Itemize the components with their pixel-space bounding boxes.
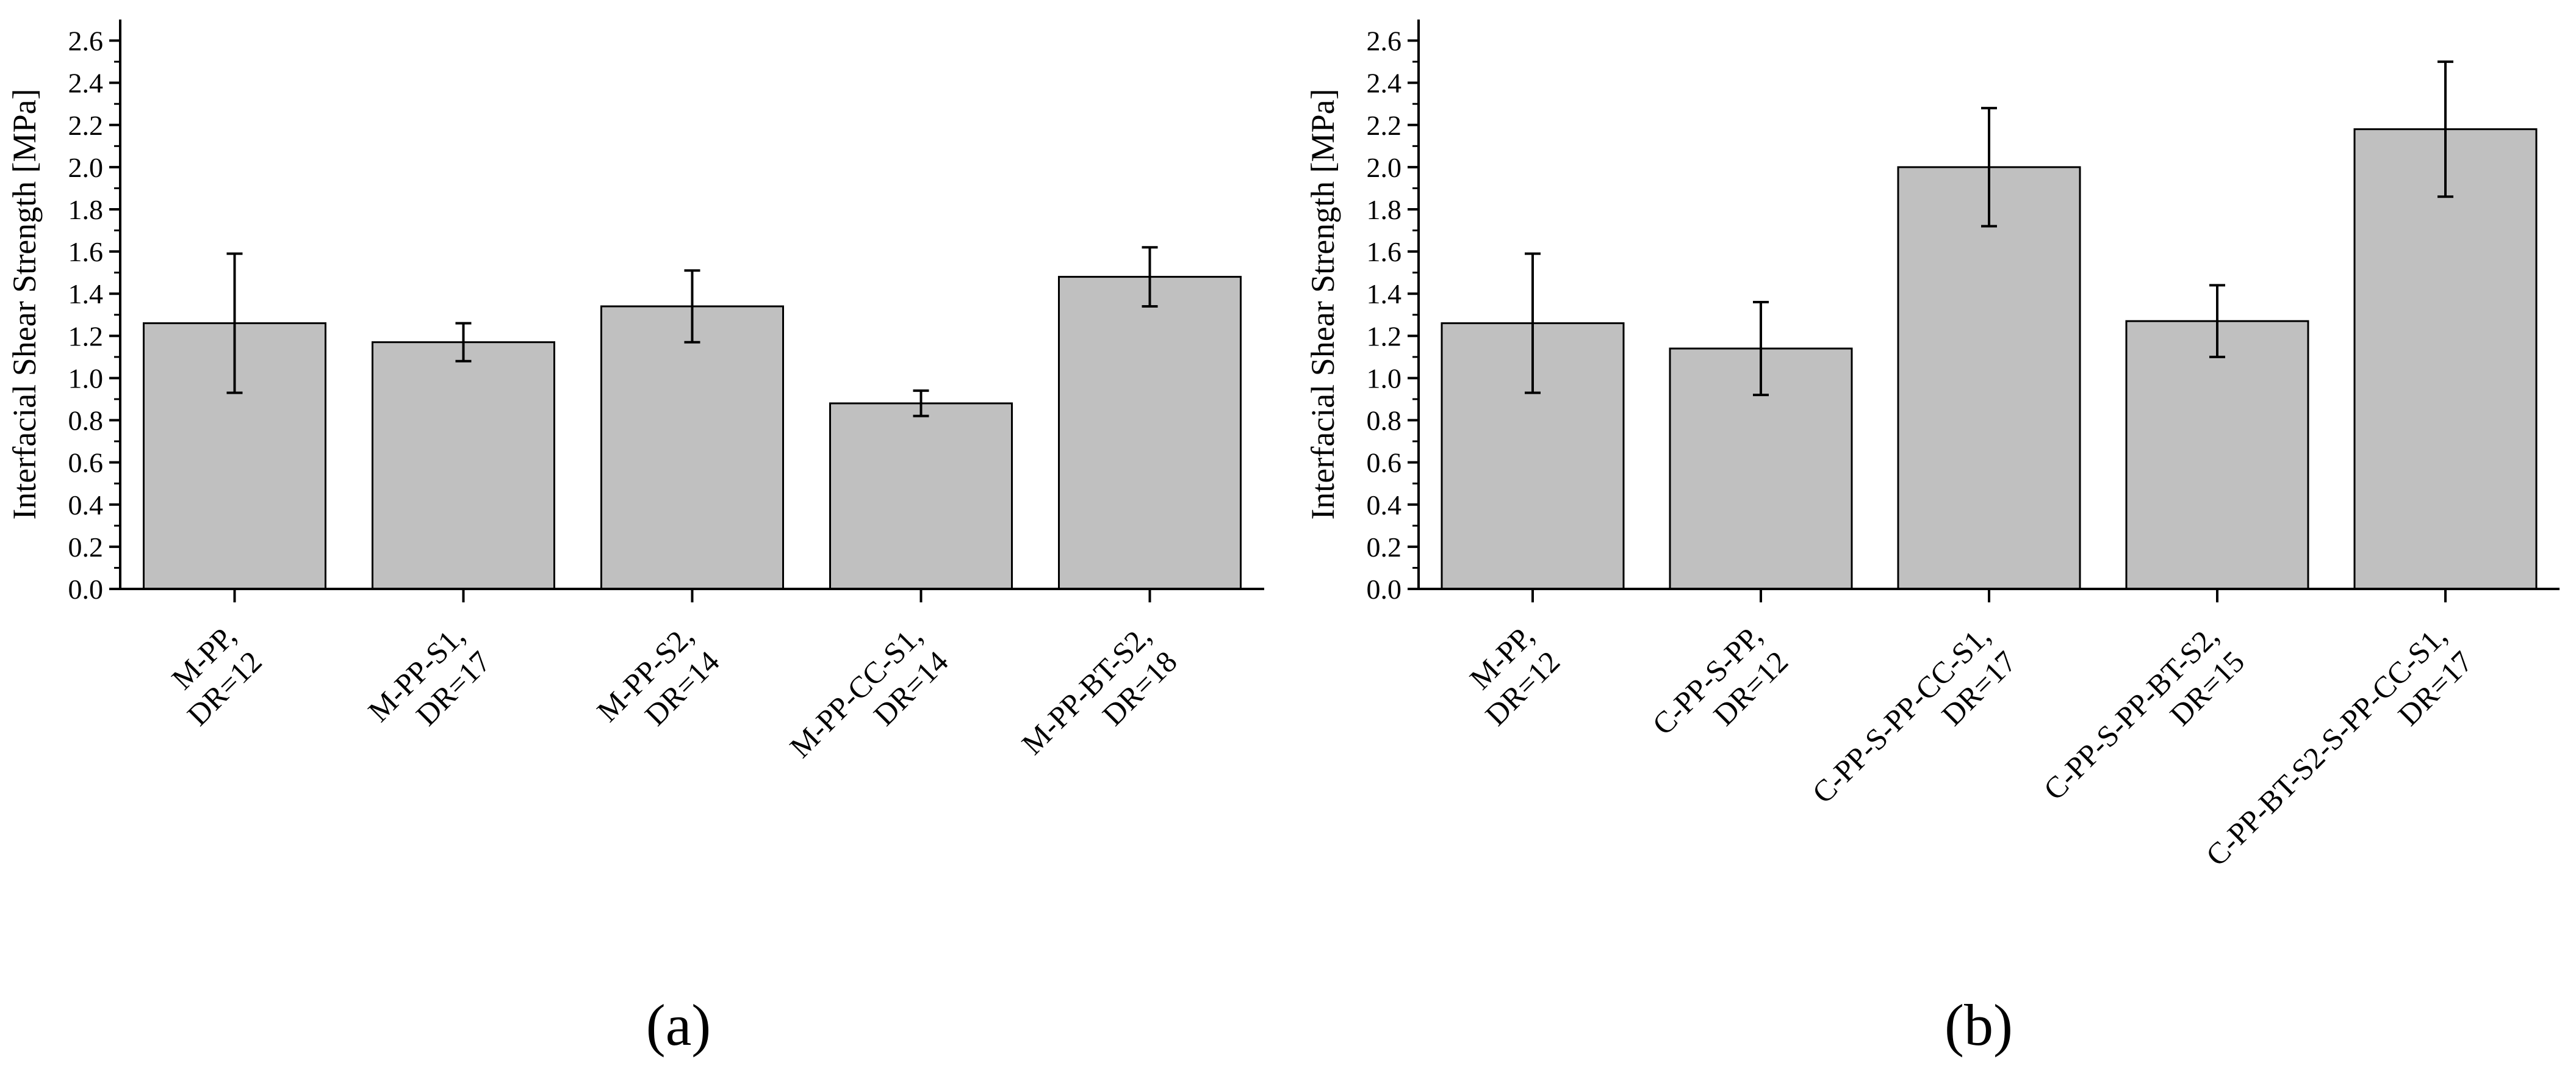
y-tick-label: 2.6 <box>1367 26 1402 57</box>
y-tick-label: 1.8 <box>68 194 104 225</box>
error-bar <box>1142 246 1158 308</box>
y-axis-title: Interfacial Shear Strength [MPa] <box>6 88 43 519</box>
x-category-label: M-PP-CC-S1,DR=14 <box>783 618 954 790</box>
y-tick-label: 0.0 <box>68 574 104 605</box>
y-tick-label: 2.6 <box>68 26 104 57</box>
bar <box>1058 276 1242 590</box>
x-category-label: C-PP-S-PP-CC-S1,DR=17 <box>1805 618 2023 835</box>
y-tick-label: 0.2 <box>68 532 104 563</box>
x-category-label: M-PP-S2,DR=14 <box>590 618 726 754</box>
x-category-label: M-PP,DR=12 <box>1453 618 1566 732</box>
x-category-label: M-PP-BT-S2,DR=18 <box>1015 618 1183 787</box>
bar <box>1897 166 2081 590</box>
error-bar <box>1981 107 1997 228</box>
x-category-label: C-PP-S-PP,DR=12 <box>1646 618 1794 767</box>
bar <box>600 305 784 590</box>
y-tick-label: 1.2 <box>1367 320 1402 352</box>
x-category-label: M-PP,DR=12 <box>154 618 268 732</box>
y-tick-label: 1.0 <box>1367 363 1402 394</box>
y-tick-label: 2.2 <box>68 110 104 141</box>
error-bar <box>913 389 929 417</box>
panel-label: (a) <box>646 992 711 1058</box>
error-bar <box>684 269 700 344</box>
y-tick-label: 1.6 <box>1367 236 1402 267</box>
y-tick-label: 0.8 <box>1367 405 1402 436</box>
y-tick-label: 1.2 <box>68 320 104 352</box>
x-category-label: C-PP-S-PP-BT-S2,DR=15 <box>2037 618 2251 832</box>
y-tick-label: 2.4 <box>1367 68 1402 99</box>
y-tick-label: 1.6 <box>68 236 104 267</box>
y-tick-label: 1.8 <box>1367 194 1402 225</box>
y-tick-label: 1.4 <box>1367 278 1402 309</box>
y-tick-label: 0.2 <box>1367 532 1402 563</box>
y-tick-label: 2.0 <box>1367 152 1402 183</box>
y-axis-title: Interfacial Shear Strength [MPa] <box>1304 88 1341 519</box>
bar <box>829 402 1013 590</box>
panel-label: (b) <box>1945 992 2013 1058</box>
y-tick-label: 2.0 <box>68 152 104 183</box>
error-bar <box>2209 284 2225 358</box>
error-bar <box>1525 252 1541 394</box>
bar <box>2353 128 2538 590</box>
y-tick-label: 0.6 <box>1367 447 1402 478</box>
bar <box>372 341 555 590</box>
chart-panel-1: 0.0 0.2 0.4 0.6 0.8 1.0 1.2 1.4 1.6 1.8 2.0 2.2 2.4 2… <box>6 20 1264 1058</box>
error-bar <box>455 322 472 363</box>
y-tick-label: 0.8 <box>68 405 104 436</box>
y-tick-label: 0.4 <box>1367 489 1402 521</box>
error-bar <box>2437 60 2453 198</box>
y-tick-label: 0.6 <box>68 447 104 478</box>
y-tick-label: 1.0 <box>68 363 104 394</box>
x-category-label: M-PP-S1,DR=17 <box>361 618 497 754</box>
y-tick-label: 2.4 <box>68 68 104 99</box>
y-tick-label: 0.4 <box>68 489 104 521</box>
y-tick-label: 0.0 <box>1367 574 1402 605</box>
bar <box>2125 320 2309 590</box>
y-tick-label: 2.2 <box>1367 110 1402 141</box>
chart-panel-2: 0.0 0.2 0.4 0.6 0.8 1.0 1.2 1.4 1.6 1.8 2.0 2.2 2.4 2… <box>1304 20 2560 1058</box>
y-tick-label: 1.4 <box>68 278 104 309</box>
error-bar <box>1753 301 1769 397</box>
error-bar <box>226 252 243 394</box>
